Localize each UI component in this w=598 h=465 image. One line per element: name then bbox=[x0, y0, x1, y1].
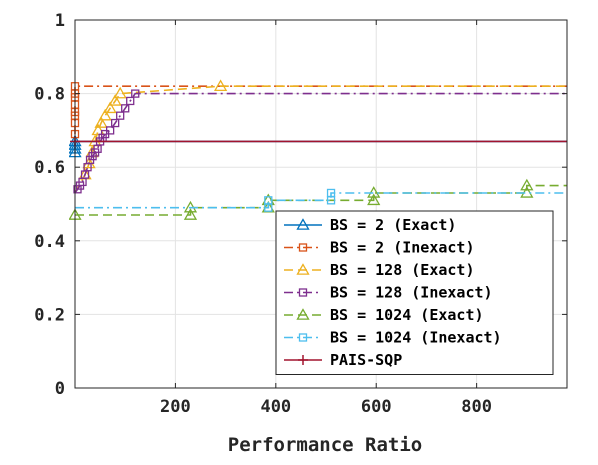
data-point bbox=[103, 101, 117, 114]
legend-label: BS = 128 (Exact) bbox=[330, 261, 475, 279]
plot-series bbox=[69, 79, 567, 220]
series-4 bbox=[73, 89, 567, 194]
x-tick-label: 600 bbox=[361, 397, 392, 417]
data-point bbox=[121, 104, 130, 113]
legend-entry: BS = 2 (Exact) bbox=[284, 216, 456, 234]
series-2 bbox=[70, 82, 567, 139]
data-point bbox=[367, 193, 381, 206]
legend-marker bbox=[298, 288, 308, 297]
data-point bbox=[91, 123, 105, 136]
legend-label: BS = 1024 (Inexact) bbox=[330, 329, 502, 347]
x-tick-label: 800 bbox=[461, 397, 492, 417]
data-point bbox=[131, 89, 140, 98]
legend-entry: PAIS-SQP bbox=[284, 351, 402, 369]
data-point bbox=[111, 118, 120, 128]
data-point bbox=[264, 196, 273, 205]
series-3 bbox=[74, 79, 567, 194]
legend-label: BS = 128 (Inexact) bbox=[330, 284, 493, 302]
legend-marker bbox=[296, 218, 310, 230]
data-point bbox=[126, 96, 135, 106]
legend-box bbox=[275, 210, 554, 375]
y-tick-label: 0.4 bbox=[34, 232, 65, 252]
x-tick-label: 200 bbox=[160, 397, 191, 417]
axes bbox=[74, 19, 568, 389]
y-tick-label: 1 bbox=[55, 11, 65, 31]
legend-label: PAIS-SQP bbox=[330, 351, 402, 369]
series-7 bbox=[70, 136, 567, 147]
series-1 bbox=[69, 134, 567, 158]
legend-entry: BS = 2 (Inexact) bbox=[284, 239, 475, 257]
legend-marker bbox=[298, 355, 308, 365]
series-line bbox=[75, 192, 567, 209]
series-line bbox=[74, 85, 567, 194]
legend-entry: BS = 128 (Inexact) bbox=[284, 284, 493, 302]
tick-labels: 200 400 600 800 0 0.2 0.4 0.6 0.8 1 bbox=[34, 11, 492, 417]
data-point bbox=[183, 208, 198, 220]
legend-entry: BS = 128 (Exact) bbox=[284, 261, 475, 279]
series-line bbox=[74, 92, 567, 194]
legend-entry: BS = 1024 (Exact) bbox=[284, 306, 484, 324]
legend-marker bbox=[296, 263, 310, 275]
data-point bbox=[520, 178, 534, 191]
legend-label: BS = 2 (Exact) bbox=[330, 216, 456, 234]
legend-marker bbox=[298, 243, 308, 252]
data-point bbox=[98, 108, 112, 121]
data-point bbox=[94, 116, 108, 128]
data-point bbox=[116, 111, 125, 120]
legend-label: BS = 1024 (Exact) bbox=[330, 306, 484, 324]
series-6 bbox=[75, 188, 567, 212]
x-axis-label: Performance Ratio bbox=[228, 434, 422, 456]
plot-area-frame bbox=[74, 19, 568, 389]
y-tick-label: 0 bbox=[55, 379, 65, 399]
legend-marker bbox=[298, 333, 308, 342]
data-point bbox=[213, 79, 228, 92]
legend-label: BS = 2 (Inexact) bbox=[330, 239, 475, 257]
series-line bbox=[74, 140, 567, 153]
data-point bbox=[326, 188, 336, 198]
legend: BS = 2 (Exact) BS = 2 (Inexact) BS = 128 (… bbox=[275, 210, 554, 375]
data-point bbox=[105, 126, 115, 135]
data-point bbox=[108, 94, 122, 106]
y-tick-label: 0.8 bbox=[34, 85, 65, 105]
legend-marker bbox=[296, 308, 310, 320]
y-tick-label: 0.6 bbox=[34, 158, 65, 178]
legend-entry: BS = 1024 (Inexact) bbox=[284, 329, 502, 347]
x-tick-label: 400 bbox=[260, 397, 291, 417]
y-tick-label: 0.2 bbox=[34, 305, 65, 325]
data-point bbox=[113, 86, 127, 99]
